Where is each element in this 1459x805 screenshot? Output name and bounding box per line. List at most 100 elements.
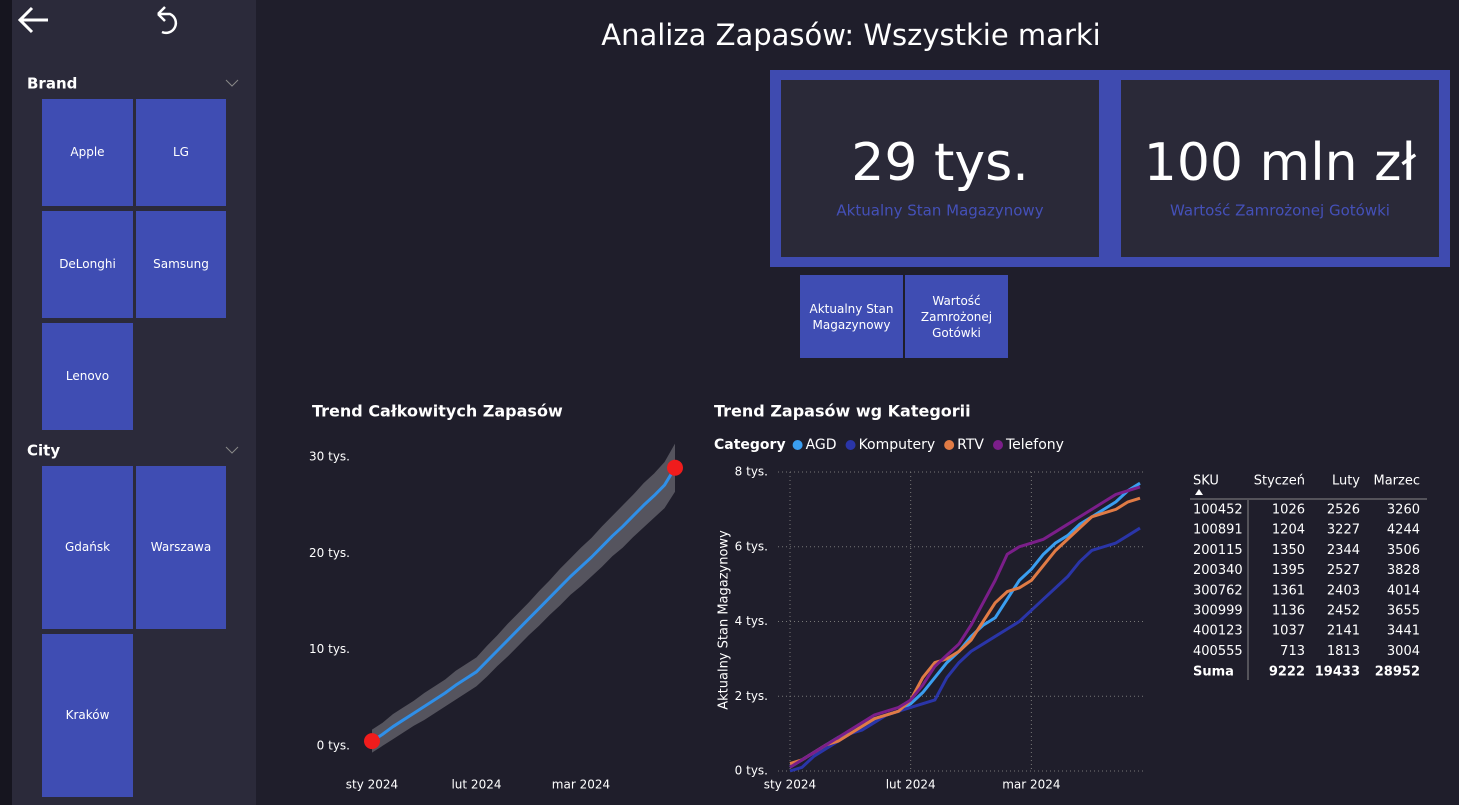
left-strip [0,0,12,805]
back-button[interactable] [17,6,48,34]
legend-title: Category [714,437,786,453]
slicer-tile[interactable] [136,211,226,318]
slicer-tile[interactable] [42,466,133,629]
table-cell: 2141 [1327,624,1360,639]
kpi-value: 100 mln zł [1144,133,1417,193]
endpoint-marker [364,733,380,750]
table-cell: 3655 [1387,604,1420,619]
table-cell: 400123 [1193,624,1243,639]
legend-item: Telefony [1005,437,1064,453]
slicer-tile[interactable] [42,211,133,318]
table-cell: 200115 [1193,543,1243,558]
legend-item: RTV [957,437,984,453]
button-bg[interactable] [905,275,1008,358]
slicer-item: DeLonghi [59,257,116,271]
y-tick-label: 4 tys. [735,614,768,628]
series-line [789,496,1141,765]
table-cell: 300762 [1193,583,1243,598]
slicer-title: Brand [27,75,77,93]
y-tick-label: 30 tys. [309,450,350,464]
table-cell: 2344 [1327,543,1360,558]
table-cell: 2526 [1327,503,1360,518]
slicer-item: Gdańsk [65,540,110,554]
x-tick-label: lut 2024 [886,778,936,792]
slicer-tile[interactable] [42,99,133,206]
table-cell: 3828 [1387,563,1420,578]
page-title: Analiza Zapasów: Wszystkie marki [601,18,1100,52]
chart-title: Trend Całkowitych Zapasów [312,402,563,421]
table-header: Marzec [1374,474,1421,489]
y-tick-label: 20 tys. [309,546,350,560]
table-cell: 200340 [1193,563,1243,578]
slicer-item: Warszawa [151,540,211,554]
table-header: Styczeń [1254,474,1305,489]
button-text: Aktualny Stan Magazynowy [809,301,894,332]
table-cell: 1395 [1272,563,1305,578]
slicer-chevron [225,79,239,87]
table-total: 19433 [1315,665,1360,680]
table-cell: 1136 [1272,604,1305,619]
legend-swatch [944,440,955,450]
table-cell: 3260 [1387,503,1420,518]
table-header: SKU [1193,474,1219,489]
x-tick-label: mar 2024 [1002,778,1060,792]
table-total: 28952 [1375,665,1420,680]
y-tick-label: 0 tys. [735,764,768,778]
table-header: Luty [1332,474,1360,489]
table-cell: 3441 [1387,624,1420,639]
sort-indicator [1195,489,1203,495]
kpi-label: Wartość Zamrożonej Gotówki [1170,202,1390,220]
slicer-item: Kraków [66,708,110,722]
undo-button[interactable] [157,6,178,35]
x-tick-label: mar 2024 [552,778,610,792]
slicer-tile[interactable] [42,323,133,430]
table-cell: 1361 [1272,583,1305,598]
kpi-value: 29 tys. [851,133,1028,193]
slicer-tile[interactable] [136,466,226,629]
y-axis-label: Aktualny Stan Magazynowy [717,530,732,710]
slicer-tile[interactable] [42,634,133,797]
table-cell: 3506 [1387,543,1420,558]
table-cell: 4244 [1387,523,1420,538]
button-text: Wartość Zamrożonej Gotówki [920,293,993,340]
button[interactable]: Wartość Zamrożonej Gotówki [911,275,1002,358]
series-line [789,485,1141,769]
table-cell: 300999 [1193,604,1243,619]
table-cell: 3227 [1327,523,1360,538]
y-tick-label: 2 tys. [735,689,768,703]
kpi-label: Aktualny Stan Magazynowy [836,202,1043,220]
slicer-item: Samsung [153,257,209,271]
series-line [371,466,677,743]
table-cell: 1026 [1272,503,1305,518]
table-cell: 1350 [1272,543,1305,558]
legend-swatch [993,440,1003,450]
slicer-title: City [27,442,60,460]
table-total: 9222 [1269,665,1305,680]
button-bg[interactable] [800,275,903,358]
table-cell: 100891 [1193,523,1243,538]
table-cell: 1037 [1272,624,1305,639]
table-cell: 2527 [1327,563,1360,578]
y-tick-label: 8 tys. [735,465,768,479]
x-tick-label: sty 2024 [346,778,398,792]
button[interactable]: Aktualny Stan Magazynowy [806,275,897,358]
table-cell: 3004 [1387,644,1420,659]
y-tick-label: 0 tys. [317,738,350,752]
slicer-item: Apple [70,145,104,159]
y-tick-label: 6 tys. [735,539,768,553]
table-cell: 713 [1280,644,1305,659]
table-cell: 1204 [1272,523,1305,538]
table-cell: 1813 [1327,644,1360,659]
slicer-chevron [225,446,239,454]
endpoint-marker [667,459,683,476]
table-total: Suma [1193,665,1234,680]
slicer-item: LG [173,145,189,159]
kpi-card [1121,80,1439,257]
slicer-tile[interactable] [136,99,226,206]
kpi-card [781,80,1099,257]
table-cell: 400555 [1193,644,1243,659]
x-tick-label: lut 2024 [451,778,501,792]
chart-title: Trend Zapasów wg Kategorii [714,402,971,421]
legend-item: Komputery [859,437,936,453]
